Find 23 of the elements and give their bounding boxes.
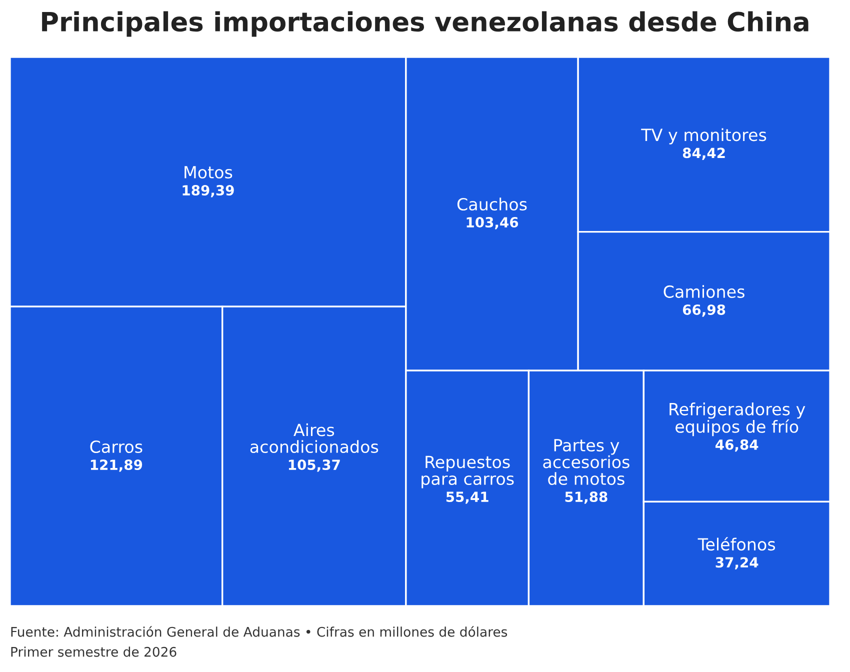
data-label: 66,98 xyxy=(682,304,726,317)
data-label: 55,41 xyxy=(446,492,488,504)
data-label: 51,88 xyxy=(565,492,608,504)
category-label: Camiones xyxy=(664,285,744,298)
category-label: Aires acondicionados xyxy=(250,423,378,454)
data-label: 105,37 xyxy=(288,460,340,472)
category-label: Refrigeradores y equipos de frío xyxy=(670,402,806,436)
category-label: Cauchos xyxy=(457,198,527,211)
text: Primer semestre de 2026 xyxy=(11,646,176,657)
data-label: 37,24 xyxy=(716,557,758,570)
data-label: 103,46 xyxy=(466,217,518,230)
data-label: 84,42 xyxy=(682,148,725,160)
data-label: 46,84 xyxy=(716,439,758,452)
category-label: Partes y accesorios de motos xyxy=(543,439,630,486)
data-label: 189,39 xyxy=(182,185,234,198)
category-label: Motos xyxy=(184,166,232,179)
category-label: Teléfonos xyxy=(698,537,776,551)
category-label: TV y monitores xyxy=(641,128,766,144)
data-label: 121,89 xyxy=(90,460,142,472)
category-label: Carros xyxy=(90,440,142,454)
text: Principales importaciones venezolanas desde China xyxy=(42,11,808,37)
category-label: Repuestos para carros xyxy=(422,456,514,488)
source-note: Fuente: Administración General de Aduanas • Cifras en millones de dólares xyxy=(11,626,508,637)
